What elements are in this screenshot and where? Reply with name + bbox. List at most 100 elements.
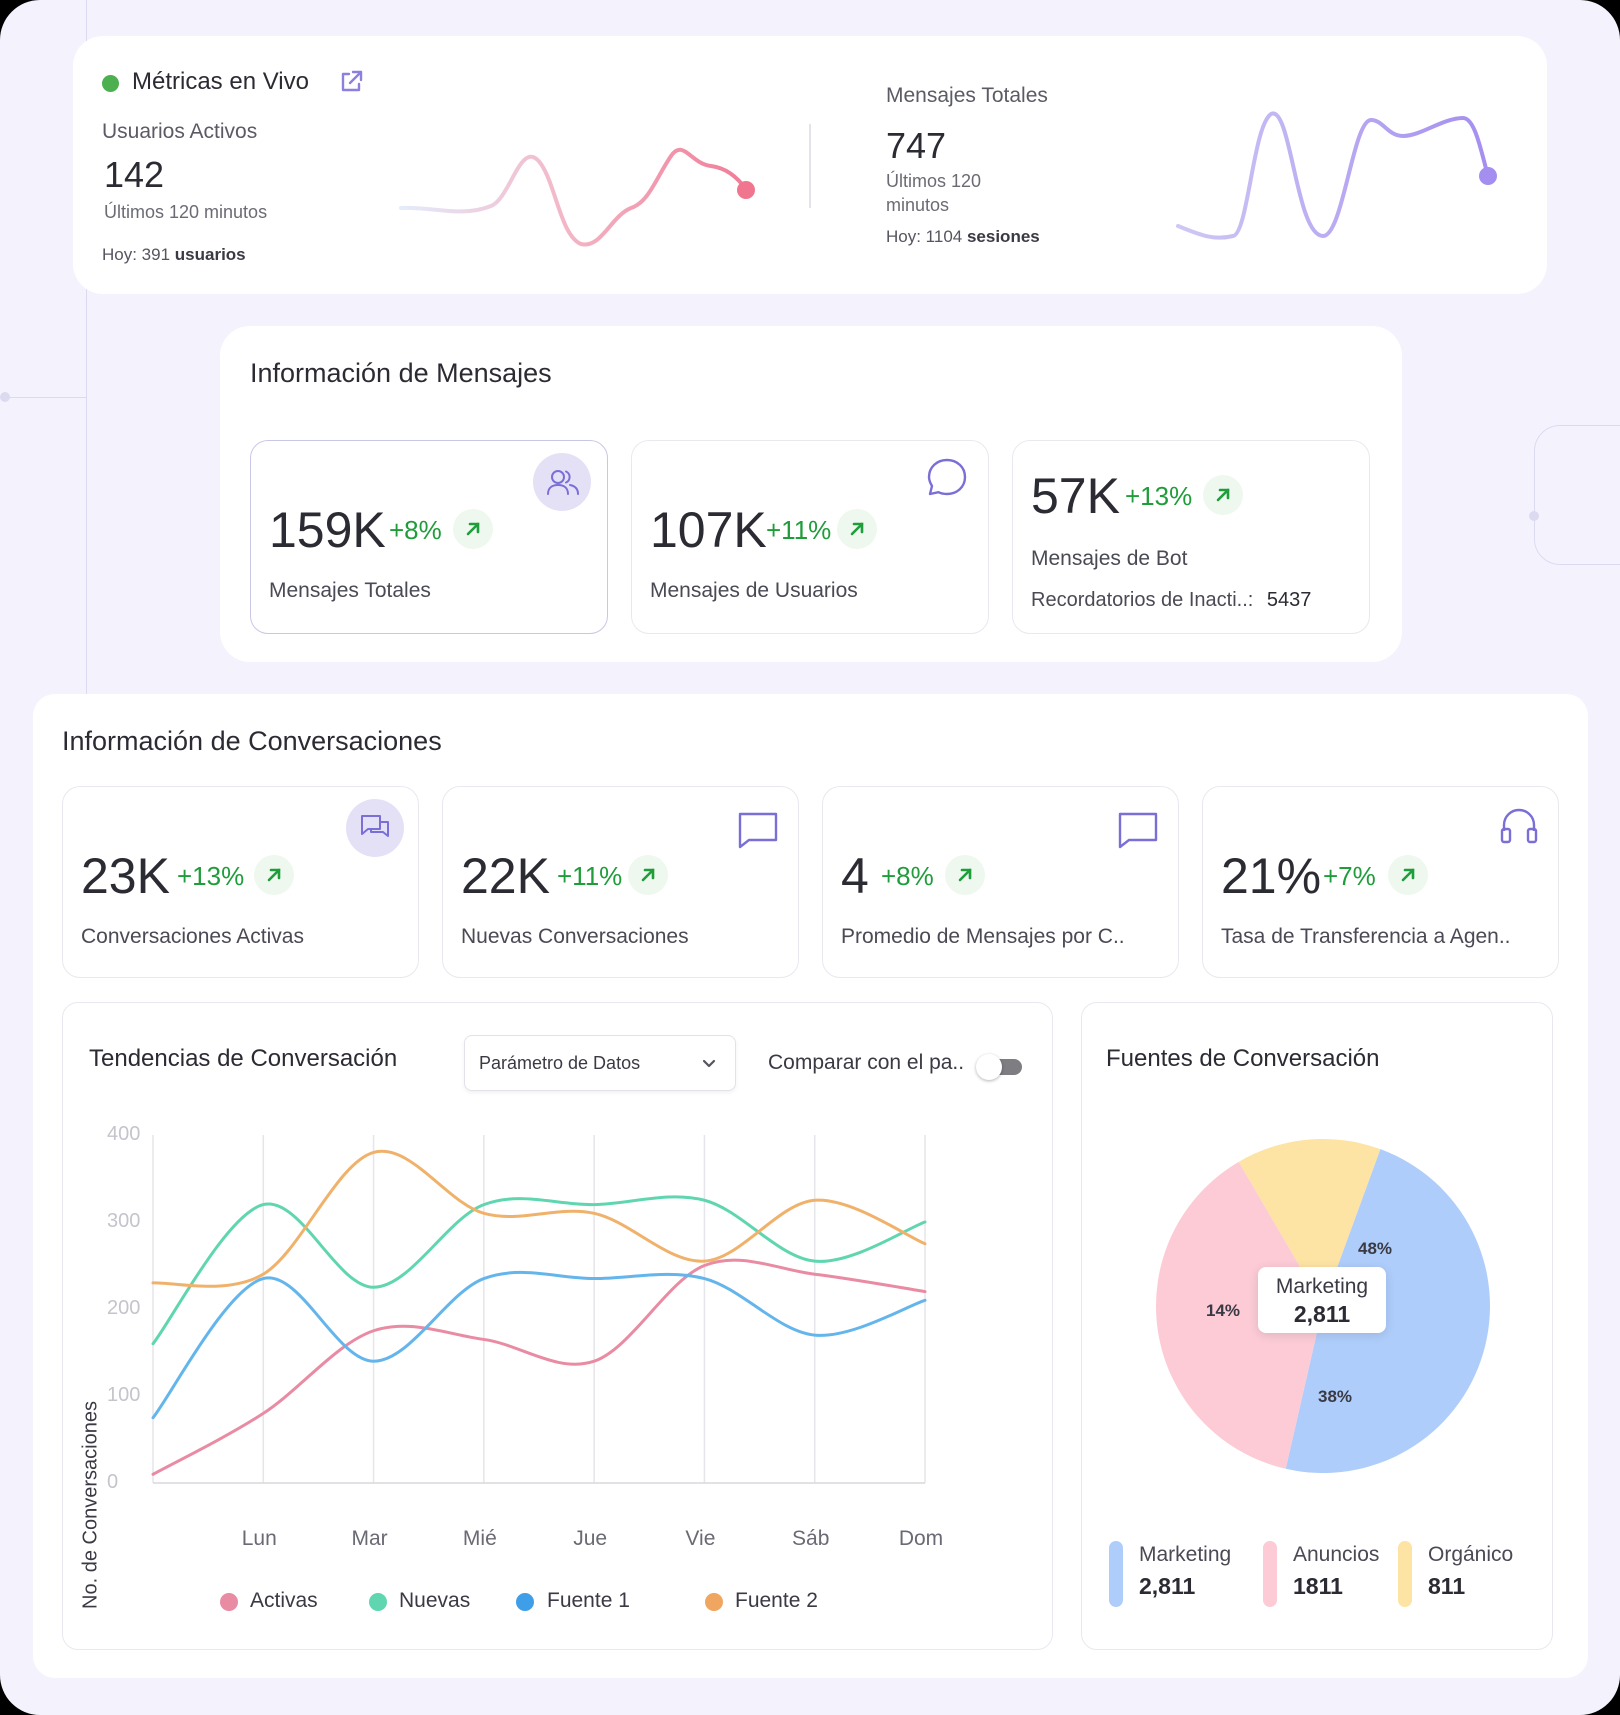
- stat-card-avg-messages[interactable]: 4 +8% Promedio de Mensajes por C..: [822, 786, 1179, 978]
- x-tick-label: Lun: [241, 1527, 277, 1550]
- series-line-nuevas: [151, 1195, 927, 1346]
- stat-label: Nuevas Conversaciones: [461, 925, 689, 948]
- dropdown-value: Parámetro de Datos: [479, 1053, 641, 1073]
- sparkline-end-dot: [1479, 167, 1497, 185]
- decorative-dot: [1529, 511, 1539, 521]
- stat-card-total-messages[interactable]: 159K +8% Mensajes Totales: [250, 440, 608, 634]
- legend-name-anuncios: Anuncios: [1293, 1543, 1380, 1566]
- pie-label-anuncios: 38%: [1318, 1387, 1353, 1406]
- arrow-up-right-icon: [837, 509, 877, 549]
- x-tick-label: Dom: [898, 1527, 944, 1550]
- pie-slice-marketing[interactable]: [1285, 1149, 1490, 1473]
- message-square-icon: [1117, 811, 1159, 854]
- external-link-icon[interactable]: [337, 68, 365, 96]
- stat-change: +11%: [557, 861, 623, 891]
- total-messages-period-line2: minutos: [886, 195, 950, 215]
- legend-value-anuncios: 1811: [1293, 1573, 1343, 1599]
- stat-change: +8%: [881, 861, 934, 891]
- y-tick-label: 200: [107, 1297, 141, 1319]
- stat-label: Conversaciones Activas: [81, 925, 304, 948]
- legend-fuente2[interactable]: Fuente 2: [735, 1589, 818, 1612]
- legend-fuente1[interactable]: Fuente 1: [547, 1589, 630, 1612]
- data-parameter-dropdown[interactable]: Parámetro de Datos: [464, 1035, 736, 1091]
- arrow-up-right-icon: [254, 855, 294, 895]
- y-tick-label: 400: [107, 1123, 141, 1145]
- sources-pie-chart: [1156, 1139, 1490, 1473]
- y-tick-label: 300: [107, 1210, 141, 1232]
- users-icon: [533, 453, 591, 511]
- legend-dot-activas: [220, 1593, 238, 1611]
- sources-chart-card: Fuentes de Conversación 48% 14% 38% Mark…: [1081, 1002, 1553, 1650]
- x-tick-label: Mar: [351, 1527, 388, 1550]
- decorative-line: [0, 397, 86, 398]
- legend-dot-nuevas: [369, 1593, 387, 1611]
- total-messages-label: Mensajes Totales: [886, 84, 1048, 107]
- stat-card-bot-messages[interactable]: 57K +13% Mensajes de Bot Recordatorios d…: [1012, 440, 1370, 634]
- active-users-value: 142: [104, 154, 165, 195]
- x-tick-label: Jue: [573, 1527, 608, 1550]
- total-messages-today: Hoy: 1104 sesiones: [886, 227, 1040, 246]
- trends-chart-card: Tendencias de Conversación Parámetro de …: [62, 1002, 1053, 1650]
- compare-label: Comparar con el pa..: [768, 1051, 965, 1074]
- stat-change: +13%: [177, 861, 245, 891]
- message-square-icon: [737, 811, 779, 854]
- legend-dot-fuente1: [516, 1593, 534, 1611]
- pie-label-marketing: 48%: [1358, 1239, 1393, 1258]
- legend-bar-marketing: [1109, 1541, 1123, 1607]
- stat-value: 159K: [269, 502, 386, 558]
- stat-change: +8%: [389, 515, 442, 545]
- y-axis-label-wrap: No. de Conversaciones: [77, 1401, 105, 1609]
- legend-bar-anuncios: [1263, 1541, 1277, 1607]
- legend-value-marketing: 2,811: [1139, 1573, 1196, 1599]
- stat-label: Mensajes Totales: [269, 579, 431, 602]
- trends-title: Tendencias de Conversación: [89, 1045, 398, 1072]
- stat-card-new-conversations[interactable]: 22K +11% Nuevas Conversaciones: [442, 786, 799, 978]
- toggle-knob: [976, 1054, 1002, 1080]
- total-messages-sparkline: [1176, 111, 1497, 240]
- compare-toggle[interactable]: [976, 1054, 1022, 1080]
- y-axis-label: No. de Conversaciones: [79, 1401, 102, 1609]
- legend-name-organico: Orgánico: [1428, 1543, 1514, 1566]
- stat-label: Promedio de Mensajes por C..: [841, 925, 1125, 948]
- x-tick-label: Mié: [462, 1527, 497, 1550]
- tooltip-name: Marketing: [1275, 1275, 1369, 1298]
- arrow-up-right-icon: [453, 509, 493, 549]
- legend-value-organico: 811: [1428, 1573, 1466, 1599]
- stat-card-agent-transfer[interactable]: 21% +7% Tasa de Transferencia a Agen..: [1202, 786, 1559, 978]
- stat-label: Mensajes de Bot: [1031, 547, 1188, 570]
- messages-title: Información de Mensajes: [250, 358, 552, 388]
- stat-change: +7%: [1323, 861, 1376, 891]
- stat-value: 107K: [650, 502, 767, 558]
- series-line-fuente-1: [151, 1270, 927, 1420]
- stat-value: 23K: [81, 848, 170, 904]
- stat-change: +11%: [766, 515, 832, 545]
- pie-slice-anuncios[interactable]: [1156, 1161, 1323, 1469]
- chevron-down-icon: [702, 1059, 716, 1068]
- decorative-box: [1534, 425, 1620, 565]
- arrow-up-right-icon: [628, 855, 668, 895]
- active-users-label: Usuarios Activos: [102, 120, 258, 143]
- divider: [809, 124, 811, 208]
- live-status-dot: [102, 75, 119, 92]
- stat-card-user-messages[interactable]: 107K +11% Mensajes de Usuarios: [631, 440, 989, 634]
- stat-label: Mensajes de Usuarios: [650, 579, 858, 602]
- y-tick-label: 100: [107, 1384, 141, 1406]
- stat-card-active-conversations[interactable]: 23K +13% Conversaciones Activas: [62, 786, 419, 978]
- headset-icon: [1499, 807, 1539, 852]
- pie-tooltip: Marketing 2,811: [1258, 1267, 1386, 1333]
- inactivity-reminders: Recordatorios de Inacti..: 5437: [1031, 589, 1312, 611]
- stat-change: +13%: [1125, 481, 1193, 511]
- stat-label: Tasa de Transferencia a Agen..: [1221, 925, 1511, 948]
- messages-section: Información de Mensajes 159K +8% Mensaje…: [220, 326, 1402, 662]
- legend-activas[interactable]: Activas: [250, 1589, 318, 1612]
- pie-slice-orgánico[interactable]: [1238, 1139, 1381, 1306]
- arrow-up-right-icon: [1203, 475, 1243, 515]
- stat-value: 21%: [1221, 848, 1322, 904]
- legend-name-marketing: Marketing: [1139, 1543, 1232, 1566]
- series-line-activas: [151, 1258, 927, 1476]
- pie-label-organico: 14%: [1206, 1301, 1241, 1320]
- trends-line-chart: [151, 1135, 927, 1484]
- total-messages-value: 747: [886, 125, 947, 166]
- legend-nuevas[interactable]: Nuevas: [399, 1589, 471, 1612]
